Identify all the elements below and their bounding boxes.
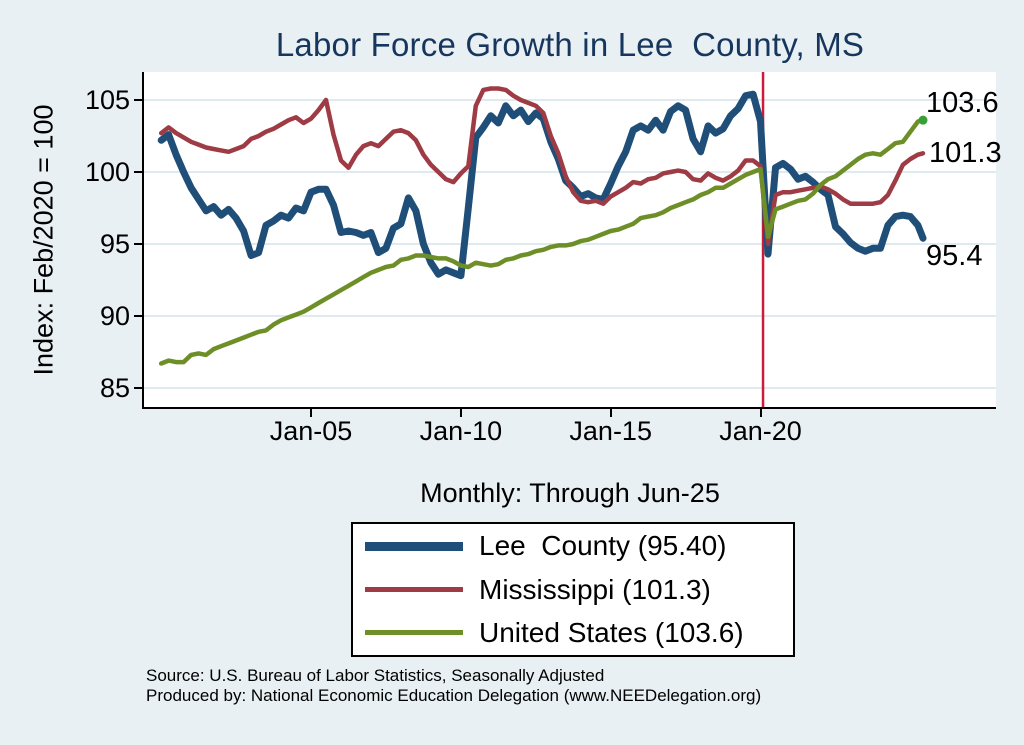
- y-tick-105: [134, 99, 142, 101]
- source-notes: Source: U.S. Bureau of Labor Statistics,…: [146, 666, 761, 705]
- x-tick-Jan-20: [759, 409, 762, 417]
- legend-row-ms: Mississippi (101.3): [353, 569, 793, 611]
- y-tick-label-85: 85: [99, 373, 130, 403]
- legend-swatch-lee: [365, 541, 463, 551]
- legend-swatch-us: [365, 630, 463, 636]
- end-value-label-lee: 95.4: [926, 240, 983, 272]
- legend: Lee County (95.40) Mississippi (101.3) Uni…: [351, 522, 795, 657]
- y-tick-label-105: 105: [84, 85, 130, 115]
- x-tick-Jan-15: [609, 409, 612, 417]
- legend-label-lee: Lee County (95.40): [479, 530, 727, 562]
- x-tick-label-Jan-15: Jan-15: [569, 416, 652, 446]
- x-tick-label-Jan-05: Jan-05: [269, 416, 353, 446]
- legend-row-us: United States (103.6): [353, 612, 793, 654]
- x-axis-spine: [142, 407, 996, 409]
- produced-by-line: Produced by: National Economic Education…: [146, 685, 762, 705]
- x-tick-Jan-05: [310, 409, 312, 417]
- legend-row-lee: Lee County (95.40): [353, 525, 793, 567]
- y-axis-spine: [142, 72, 144, 409]
- series-line-ms: [158, 86, 926, 247]
- chart-title: Labor Force Growth in Lee County, MS: [275, 26, 865, 63]
- legend-label-ms: Mississippi (101.3): [479, 573, 711, 605]
- series-end-marker-us: [918, 115, 928, 125]
- end-value-label-us: 103.6: [926, 87, 999, 119]
- y-tick-100: [134, 171, 142, 173]
- x-axis-subtitle: Monthly: Through Jun-25: [420, 478, 720, 508]
- x-tick-label-Jan-20: Jan-20: [719, 416, 802, 446]
- source-line: Source: U.S. Bureau of Labor Statistics,…: [146, 666, 605, 685]
- plot-area: [144, 72, 996, 407]
- y-axis-title: Index: Feb/2020 = 100: [28, 104, 59, 376]
- x-tick-Jan-10: [459, 409, 462, 417]
- y-tick-85: [134, 387, 142, 389]
- y-tick-90: [134, 315, 142, 317]
- x-tick-label-Jan-10: Jan-10: [419, 416, 503, 446]
- legend-label-us: United States (103.6): [479, 616, 744, 648]
- y-tick-label-100: 100: [84, 157, 130, 187]
- plot-svg: [144, 72, 996, 407]
- y-tick-95: [134, 243, 142, 245]
- legend-swatch-ms: [365, 587, 463, 592]
- end-value-label-ms: 101.3: [929, 137, 1002, 169]
- y-tick-label-95: 95: [99, 229, 130, 259]
- series-line-us: [158, 117, 926, 366]
- y-tick-label-90: 90: [99, 301, 130, 331]
